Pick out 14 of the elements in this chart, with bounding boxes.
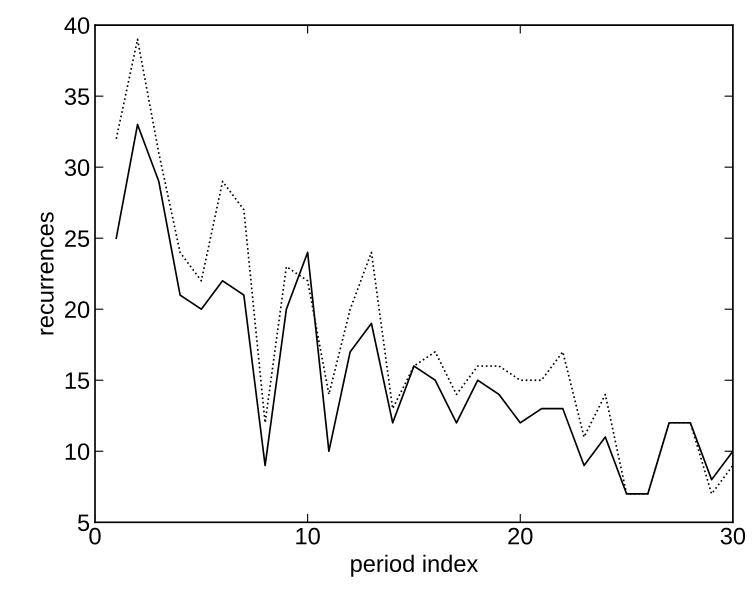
x-tick-label: 20 [508, 528, 532, 544]
x-tick-label: 0 [89, 528, 101, 544]
y-tick-label: 25 [65, 230, 90, 247]
y-tick-label: 35 [64, 88, 90, 105]
x-axis-title: period index [351, 554, 478, 577]
y-tick-label: 40 [64, 17, 90, 34]
x-tick-label: 30 [720, 528, 746, 544]
y-tick-label: 15 [66, 372, 90, 390]
x-tick-label: 10 [296, 528, 320, 544]
y-tick-label: 10 [66, 443, 90, 460]
y-tick-label: 20 [65, 301, 90, 318]
y-tick-label: 30 [64, 159, 90, 176]
y-axis-title: recurrences [40, 212, 54, 334]
y-tick-label: 5 [78, 514, 90, 532]
